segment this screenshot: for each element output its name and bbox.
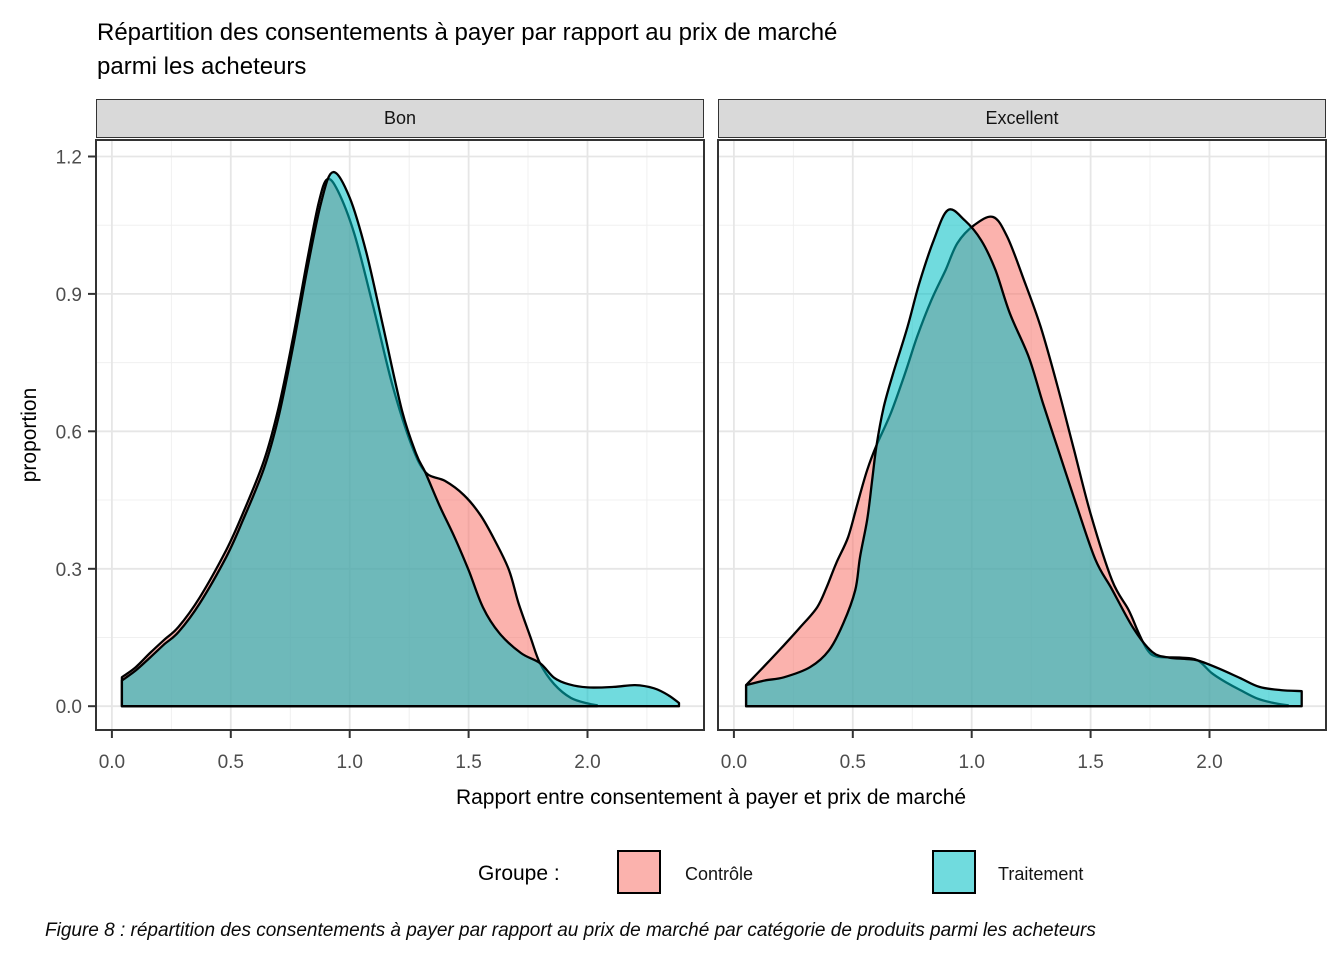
y-tick-label: 0.6 — [56, 422, 82, 443]
x-axis-title: Rapport entre consentement à payer et pr… — [455, 786, 967, 809]
x-tick-label: 0.5 — [840, 752, 866, 773]
facet-strip-excellent: Excellent — [718, 99, 1326, 138]
facet-strip-bon-label: Bon — [383, 108, 417, 128]
x-tick-label: 1.0 — [958, 752, 984, 773]
figure-caption: Figure 8 : répartition des consentements… — [45, 920, 1096, 941]
y-tick-label: 0.9 — [56, 285, 82, 306]
x-tick-label: 0.5 — [218, 752, 244, 773]
plot-title-line2: parmi les acheteurs — [97, 53, 307, 80]
legend-key-controle — [617, 850, 661, 894]
density-area-traitement-bon — [120, 170, 681, 708]
x-tick-label: 1.5 — [455, 752, 481, 773]
x-tick-label: 1.5 — [1077, 752, 1103, 773]
panel-border — [95, 139, 705, 731]
facet-strip-bon: Bon — [96, 99, 704, 138]
density-chart: 0.0 0.5 1.0 1.5 2.0 0.0 0.5 1.0 1.5 2.0 0.0 0.3 0.6 0… — [56, 139, 1327, 773]
legend-key-traitement — [932, 850, 976, 894]
panel-border — [717, 139, 1327, 731]
plot-title: Répartition des consentements à payer pa… — [97, 16, 837, 84]
density-area-traitement-excellent — [744, 208, 1303, 708]
plot-title-line1: Répartition des consentements à payer pa… — [97, 19, 838, 46]
legend-label-traitement: Traitement — [998, 864, 1084, 884]
panel-bon — [95, 139, 705, 731]
x-tick-label: 2.0 — [1196, 752, 1222, 773]
legend-label-controle: Contrôle — [685, 864, 754, 884]
legend-title: Groupe : — [478, 862, 560, 885]
x-tick-label: 0.0 — [99, 752, 125, 773]
x-tick-label: 2.0 — [574, 752, 600, 773]
panel-excellent — [717, 139, 1327, 731]
y-tick-label: 1.2 — [56, 148, 82, 169]
y-tick-label: 0.3 — [56, 560, 82, 581]
x-tick-label: 0.0 — [721, 752, 747, 773]
y-tick-label: 0.0 — [56, 697, 82, 718]
y-axis-title: proportion — [18, 387, 41, 483]
facet-strip-excellent-label: Excellent — [985, 108, 1059, 128]
x-tick-label: 1.0 — [336, 752, 362, 773]
